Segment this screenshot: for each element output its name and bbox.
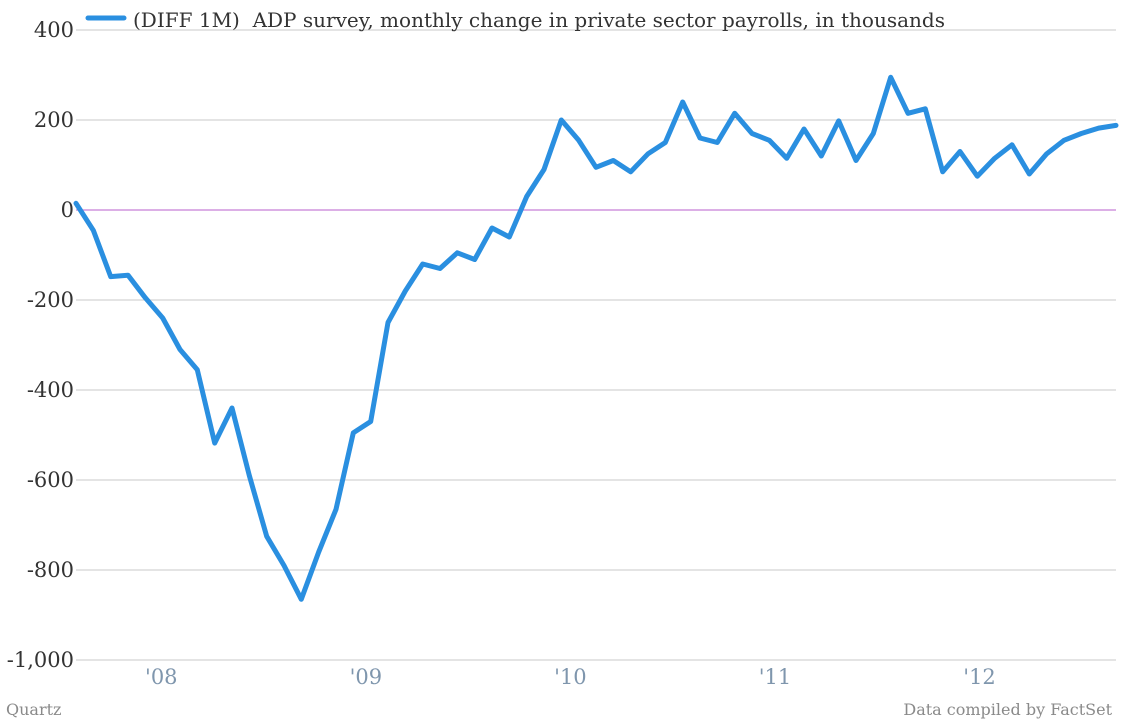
y-axis: 400 200 0 -200 -400 -600 -800 -1,000 — [7, 18, 74, 672]
series-line — [73, 74, 1119, 602]
legend: (DIFF 1M) ADP survey, monthly change in … — [85, 8, 945, 32]
y-tick-label: -600 — [27, 468, 74, 492]
y-tick-label: 200 — [34, 108, 74, 132]
x-tick-label: '08 — [145, 665, 178, 689]
y-tick-label: -200 — [27, 288, 74, 312]
y-tick-label: 0 — [61, 198, 74, 222]
y-tick-label: -1,000 — [7, 648, 74, 672]
footer-source-right: Data compiled by FactSet — [903, 700, 1112, 719]
footer-source-left: Quartz — [6, 700, 61, 719]
series-group — [73, 74, 1119, 602]
legend-series-label: (DIFF 1M) ADP survey, monthly change in … — [133, 8, 945, 32]
y-tick-label: -800 — [27, 558, 74, 582]
x-tick-label: '10 — [554, 665, 587, 689]
x-tick-label: '12 — [963, 665, 996, 689]
gridlines — [76, 29, 1116, 661]
x-tick-label: '11 — [759, 665, 792, 689]
x-axis: '08 '09 '10 '11 '12 — [145, 665, 996, 689]
x-tick-label: '09 — [350, 665, 383, 689]
y-tick-label: -400 — [27, 378, 74, 402]
y-tick-label: 400 — [34, 18, 74, 42]
